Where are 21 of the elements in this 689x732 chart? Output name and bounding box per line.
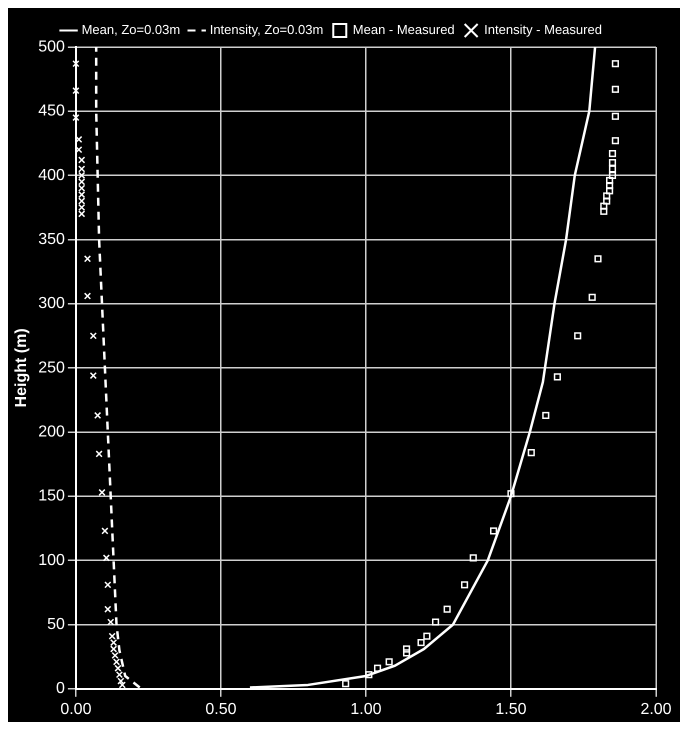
y-tick-label: 350 xyxy=(38,230,65,248)
y-tick-label: 500 xyxy=(38,38,65,56)
x-tick-label: 2.00 xyxy=(640,700,672,718)
x-tick-label: 0.50 xyxy=(205,700,237,718)
legend-label: Intensity - Measured xyxy=(484,22,602,38)
y-tick-label: 50 xyxy=(47,616,65,634)
y-tick-label: 300 xyxy=(38,295,65,312)
y-tick-label: 150 xyxy=(38,488,65,505)
legend-label: Mean - Measured xyxy=(352,22,455,38)
legend-label: Mean, Zo=0.03m xyxy=(82,22,180,38)
y-tick-label: 0 xyxy=(56,680,65,698)
x-tick-label: 1.00 xyxy=(350,700,382,718)
y-tick-label: 450 xyxy=(38,102,65,120)
y-tick-label: 100 xyxy=(38,552,65,569)
y-axis-title: Height (m) xyxy=(13,328,30,408)
y-tick-label: 200 xyxy=(38,423,65,440)
y-tick-label: 250 xyxy=(38,359,65,376)
legend-label: Intensity, Zo=0.03m xyxy=(210,22,324,38)
y-tick-label: 400 xyxy=(38,166,65,184)
x-tick-label: 0.00 xyxy=(60,700,92,718)
x-tick-label: 1.50 xyxy=(495,700,527,718)
